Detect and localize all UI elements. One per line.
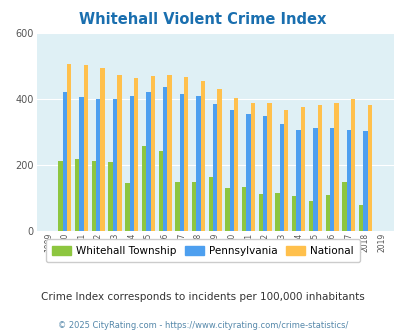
Bar: [279, 124, 283, 231]
Bar: [179, 94, 183, 231]
Text: Whitehall Violent Crime Index: Whitehall Violent Crime Index: [79, 12, 326, 26]
Bar: [100, 68, 104, 231]
Bar: [150, 76, 155, 231]
Bar: [208, 177, 213, 231]
Bar: [213, 104, 217, 231]
Bar: [167, 75, 171, 231]
Bar: [175, 182, 179, 231]
Bar: [229, 110, 233, 231]
Bar: [312, 128, 317, 231]
Bar: [333, 103, 338, 231]
Bar: [262, 116, 267, 231]
Bar: [125, 183, 129, 231]
Bar: [141, 146, 146, 231]
Bar: [367, 105, 371, 231]
Bar: [317, 105, 321, 231]
Bar: [113, 99, 117, 231]
Bar: [300, 107, 305, 231]
Bar: [308, 201, 312, 231]
Bar: [292, 196, 296, 231]
Bar: [362, 131, 367, 231]
Bar: [217, 89, 221, 231]
Bar: [233, 98, 238, 231]
Bar: [146, 92, 150, 231]
Bar: [96, 99, 100, 231]
Bar: [192, 182, 196, 231]
Bar: [225, 188, 229, 231]
Bar: [75, 159, 79, 231]
Bar: [200, 81, 205, 231]
Bar: [275, 193, 279, 231]
Legend: Whitehall Township, Pennsylvania, National: Whitehall Township, Pennsylvania, Nation…: [46, 239, 359, 262]
Bar: [162, 87, 167, 231]
Bar: [79, 97, 83, 231]
Bar: [284, 110, 288, 231]
Bar: [267, 103, 271, 231]
Bar: [358, 205, 362, 231]
Bar: [134, 78, 138, 231]
Bar: [296, 130, 300, 231]
Text: Crime Index corresponds to incidents per 100,000 inhabitants: Crime Index corresponds to incidents per…: [41, 292, 364, 302]
Bar: [325, 195, 329, 231]
Bar: [108, 162, 113, 231]
Bar: [129, 96, 134, 231]
Bar: [58, 161, 63, 231]
Bar: [346, 130, 350, 231]
Text: © 2025 CityRating.com - https://www.cityrating.com/crime-statistics/: © 2025 CityRating.com - https://www.city…: [58, 321, 347, 330]
Bar: [117, 75, 121, 231]
Bar: [341, 182, 346, 231]
Bar: [329, 128, 333, 231]
Bar: [158, 151, 162, 231]
Bar: [183, 77, 188, 231]
Bar: [92, 161, 96, 231]
Bar: [83, 65, 88, 231]
Bar: [63, 92, 67, 231]
Bar: [350, 99, 354, 231]
Bar: [258, 194, 262, 231]
Bar: [250, 103, 254, 231]
Bar: [246, 114, 250, 231]
Bar: [67, 64, 71, 231]
Bar: [196, 96, 200, 231]
Bar: [241, 187, 246, 231]
